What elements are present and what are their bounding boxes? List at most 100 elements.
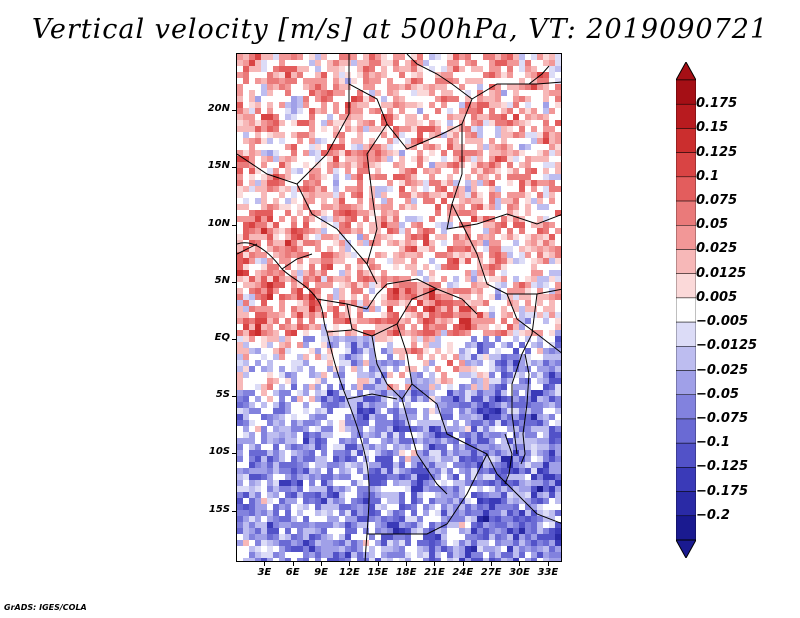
country-border xyxy=(237,153,368,265)
colorbar xyxy=(676,62,696,558)
lat-label: 10N xyxy=(207,217,230,229)
footer-credit: GrADS: IGES/COLA xyxy=(4,603,87,612)
colorbar-bin xyxy=(676,273,696,299)
colorbar-bin xyxy=(676,297,696,323)
country-border xyxy=(348,54,473,150)
lat-label: 10S xyxy=(208,446,230,458)
lat-label: 5N xyxy=(214,274,230,286)
colorbar-bin xyxy=(676,321,696,347)
colorbar-label: 0.05 xyxy=(696,217,729,233)
colorbar-label: −0.1 xyxy=(696,435,730,451)
coastline xyxy=(237,242,370,561)
lake-outline xyxy=(504,433,513,485)
lon-label: 12E xyxy=(339,567,360,578)
colorbar-bin xyxy=(676,515,696,541)
lat-label: 15S xyxy=(208,503,230,515)
lat-label: 15N xyxy=(207,160,230,172)
colorbar-bin xyxy=(676,103,696,129)
colorbar-bin xyxy=(676,442,696,468)
country-border xyxy=(396,323,498,475)
lon-tick xyxy=(264,562,266,566)
country-border xyxy=(371,335,413,400)
lake-outline xyxy=(528,65,550,85)
country-border xyxy=(386,278,438,290)
colorbar-label: 0.005 xyxy=(696,289,738,305)
colorbar-label: 0.075 xyxy=(696,193,738,209)
country-borders xyxy=(237,54,561,561)
lon-tick xyxy=(292,562,294,566)
lake-outline xyxy=(520,353,530,465)
country-border xyxy=(296,84,350,185)
colorbar-bin xyxy=(676,79,696,105)
lon-tick xyxy=(547,562,549,566)
country-border xyxy=(511,293,538,455)
colorbar-bin xyxy=(676,467,696,492)
lat-tick xyxy=(232,281,236,283)
colorbar-bin xyxy=(676,491,696,517)
lon-label: 3E xyxy=(257,567,272,578)
colorbar-label: 0.15 xyxy=(696,120,729,136)
chart-title: Vertical velocity [m/s] at 500hPa, VT: 2… xyxy=(31,14,769,45)
lat-tick xyxy=(232,510,236,512)
lon-label: 27E xyxy=(480,567,502,578)
lat-tick xyxy=(232,396,236,398)
lat-tick xyxy=(232,224,236,226)
lat-tick xyxy=(232,453,236,455)
lon-tick xyxy=(519,562,521,566)
lon-label: 30E xyxy=(509,567,530,578)
colorbar-bin xyxy=(676,249,696,274)
colorbar-label: −0.2 xyxy=(696,507,730,523)
lon-tick xyxy=(406,562,408,566)
country-border xyxy=(471,81,561,100)
colorbar-bin xyxy=(676,394,696,420)
lon-tick xyxy=(321,562,323,566)
colorbar-label: −0.175 xyxy=(696,483,749,499)
border-lines xyxy=(237,243,478,337)
lon-label: 24E xyxy=(452,567,474,578)
lat-tick xyxy=(232,167,236,169)
lon-label: 6E xyxy=(285,567,300,578)
colorbar-bin xyxy=(676,176,696,202)
lon-tick xyxy=(377,562,379,566)
colorbar-label: 0.1 xyxy=(696,168,720,184)
lat-label: 5S xyxy=(215,389,230,401)
lat-tick xyxy=(232,110,236,112)
lon-tick xyxy=(491,562,493,566)
colorbar-bin xyxy=(676,200,696,226)
colorbar-top-arrow xyxy=(676,62,696,81)
lon-label: 9E xyxy=(314,567,328,578)
country-border xyxy=(366,123,388,285)
colorbar-bin xyxy=(676,152,696,178)
colorbar-label: −0.025 xyxy=(696,362,749,378)
country-border xyxy=(506,293,561,354)
colorbar-bin xyxy=(676,418,696,444)
country-border xyxy=(446,124,561,230)
colorbar-label: −0.125 xyxy=(696,459,749,475)
lat-label: 20N xyxy=(207,103,230,115)
lon-tick xyxy=(349,562,351,566)
colorbar-label: −0.005 xyxy=(696,314,749,330)
colorbar-label: 0.175 xyxy=(696,96,738,112)
colorbar-bin xyxy=(676,346,696,371)
lat-tick xyxy=(232,338,236,340)
lon-label: 15E xyxy=(367,567,389,578)
colorbar-bottom-arrow xyxy=(676,539,696,558)
velocity-field xyxy=(237,54,561,561)
lat-label: EQ xyxy=(214,331,230,343)
colorbar-label: −0.05 xyxy=(696,386,739,402)
country-border xyxy=(346,393,448,495)
lon-label: 21E xyxy=(424,567,445,578)
lon-label: 18E xyxy=(395,567,417,578)
country-border xyxy=(367,453,488,535)
lon-tick xyxy=(462,562,464,566)
colorbar-bin xyxy=(676,128,696,153)
colorbar-label: 0.025 xyxy=(696,241,738,257)
lon-label: 33E xyxy=(537,567,559,578)
colorbar-label: 0.125 xyxy=(696,144,738,160)
colorbar-label: 0.0125 xyxy=(696,265,747,281)
country-border xyxy=(451,203,561,295)
colorbar-label: −0.075 xyxy=(696,410,749,426)
lon-tick xyxy=(434,562,436,566)
colorbar-bin xyxy=(676,225,696,250)
colorbar-bin xyxy=(676,370,696,395)
